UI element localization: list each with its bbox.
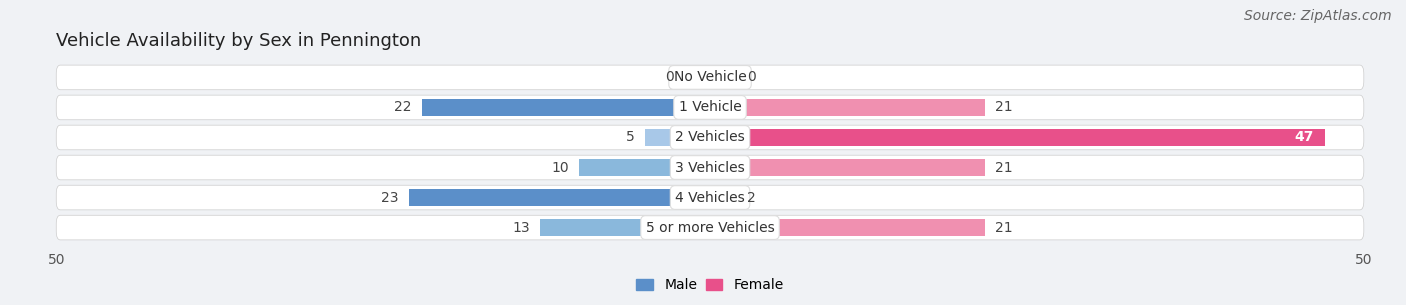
FancyBboxPatch shape: [56, 155, 1364, 180]
Bar: [579, 159, 710, 176]
Bar: [409, 189, 710, 206]
FancyBboxPatch shape: [56, 95, 1364, 120]
Bar: [710, 189, 737, 206]
Text: 5 or more Vehicles: 5 or more Vehicles: [645, 221, 775, 235]
Bar: [683, 69, 710, 86]
Text: 21: 21: [995, 100, 1012, 114]
Text: 4 Vehicles: 4 Vehicles: [675, 191, 745, 205]
Text: 5: 5: [626, 131, 634, 145]
FancyBboxPatch shape: [56, 125, 1364, 150]
Text: 2 Vehicles: 2 Vehicles: [675, 131, 745, 145]
Bar: [540, 219, 710, 236]
Text: 10: 10: [551, 160, 569, 174]
Bar: [710, 219, 984, 236]
Text: Source: ZipAtlas.com: Source: ZipAtlas.com: [1244, 9, 1392, 23]
Text: 0: 0: [747, 70, 755, 84]
Bar: [644, 129, 710, 146]
Text: 23: 23: [381, 191, 399, 205]
Text: 3 Vehicles: 3 Vehicles: [675, 160, 745, 174]
Bar: [422, 99, 710, 116]
Bar: [710, 159, 984, 176]
Bar: [710, 69, 737, 86]
Text: 22: 22: [395, 100, 412, 114]
Text: 1 Vehicle: 1 Vehicle: [679, 100, 741, 114]
Legend: Male, Female: Male, Female: [631, 273, 789, 298]
Bar: [710, 129, 1324, 146]
Text: 21: 21: [995, 160, 1012, 174]
Text: No Vehicle: No Vehicle: [673, 70, 747, 84]
FancyBboxPatch shape: [56, 185, 1364, 210]
Text: Vehicle Availability by Sex in Pennington: Vehicle Availability by Sex in Penningto…: [56, 32, 422, 50]
Text: 21: 21: [995, 221, 1012, 235]
FancyBboxPatch shape: [56, 65, 1364, 90]
Text: 2: 2: [747, 191, 755, 205]
Bar: [710, 99, 984, 116]
Text: 13: 13: [512, 221, 530, 235]
FancyBboxPatch shape: [56, 215, 1364, 240]
Text: 0: 0: [665, 70, 673, 84]
Text: 47: 47: [1295, 131, 1315, 145]
